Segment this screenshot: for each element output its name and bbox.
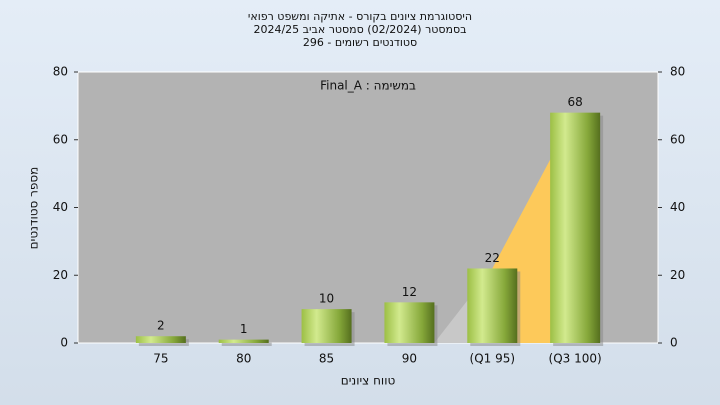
bar bbox=[135, 336, 186, 343]
x-tick-label: 80 bbox=[236, 352, 251, 366]
bar bbox=[550, 112, 601, 344]
title-line: סטודנטים רשומים - 296 bbox=[303, 36, 417, 49]
y-tick-label: 80 bbox=[53, 65, 68, 79]
title-line: היסטוגרמת ציונים בקורס - אתיקה ומשפט רפו… bbox=[248, 10, 472, 23]
x-tick-label: (Q1 95) bbox=[470, 352, 516, 366]
y-tick-label: 20 bbox=[53, 268, 68, 282]
x-tick-label: 75 bbox=[153, 352, 168, 366]
y-tick-label: 60 bbox=[53, 132, 68, 146]
data-label: 12 bbox=[402, 285, 417, 299]
y2-tick-label: 40 bbox=[670, 200, 685, 214]
y2-tick-label: 20 bbox=[670, 268, 685, 282]
bar bbox=[467, 268, 518, 343]
y2-tick-label: 0 bbox=[670, 336, 678, 350]
x-tick-label: (Q3 100) bbox=[549, 352, 602, 366]
data-label: 22 bbox=[485, 251, 500, 265]
title-line: בסמסטר (02/2024) סמסטר אביב 2024/25 bbox=[253, 23, 466, 36]
x-axis-label: טווח ציונים bbox=[341, 374, 396, 388]
y-axis-label: מספר סטודנטים bbox=[27, 167, 41, 250]
x-tick-label: 90 bbox=[402, 352, 417, 366]
x-tick-label: 85 bbox=[319, 352, 334, 366]
data-label: 10 bbox=[319, 292, 334, 306]
bar bbox=[301, 309, 352, 343]
bar bbox=[218, 339, 269, 343]
data-label: 1 bbox=[240, 322, 248, 336]
y2-tick-label: 80 bbox=[670, 65, 685, 79]
bar-shadow bbox=[221, 342, 272, 346]
annotation: במשימה : Final_A bbox=[320, 79, 416, 93]
data-label: 2 bbox=[157, 319, 165, 333]
data-label: 68 bbox=[568, 95, 583, 109]
bar bbox=[384, 302, 435, 343]
y-tick-label: 40 bbox=[53, 200, 68, 214]
y2-tick-label: 60 bbox=[670, 132, 685, 146]
y-tick-label: 0 bbox=[60, 336, 68, 350]
